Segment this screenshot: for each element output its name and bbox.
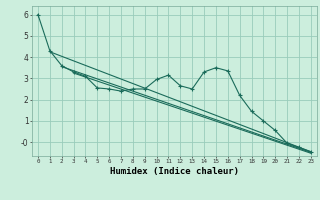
X-axis label: Humidex (Indice chaleur): Humidex (Indice chaleur) [110,167,239,176]
